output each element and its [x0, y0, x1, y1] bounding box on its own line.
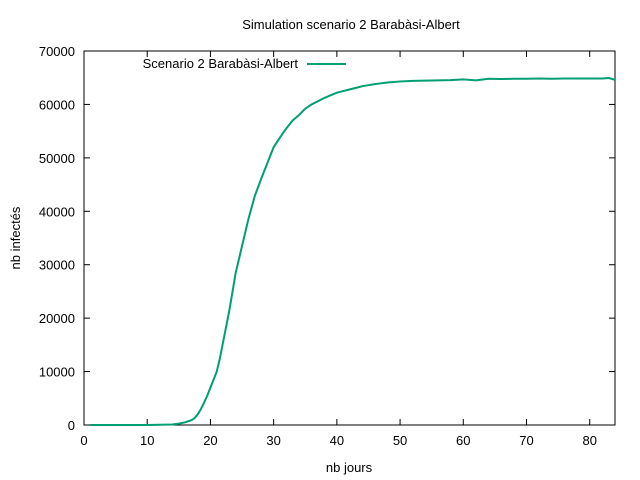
x-tick-label: 80 [582, 433, 596, 448]
legend: Scenario 2 Barabàsi-Albert [143, 56, 346, 71]
y-tick-label: 70000 [39, 44, 75, 59]
y-tick-label: 30000 [39, 258, 75, 273]
series-line [90, 76, 616, 426]
x-tick-label: 40 [330, 433, 344, 448]
x-tick-label: 30 [266, 433, 280, 448]
x-tick-label: 70 [519, 433, 533, 448]
x-axis: 0 10 20 30 40 50 60 70 80 [80, 51, 597, 448]
plot-frame [83, 50, 616, 426]
x-tick-label: 50 [393, 433, 407, 448]
y-tick-label: 60000 [39, 97, 75, 112]
x-tick-label: 10 [140, 433, 154, 448]
y-tick-label: 40000 [39, 204, 75, 219]
x-axis-label: nb jours [326, 460, 373, 475]
y-tick-label: 20000 [39, 311, 75, 326]
y-axis: 0 10000 20000 30000 40000 50000 60000 70000 [39, 44, 615, 433]
y-tick-label: 0 [68, 418, 75, 433]
y-axis-label: nb infectés [8, 206, 23, 269]
x-tick-label: 20 [203, 433, 217, 448]
chart-title: Simulation scenario 2 Barabàsi-Albert [242, 17, 460, 32]
x-tick-label: 0 [80, 433, 87, 448]
x-tick-label: 60 [456, 433, 470, 448]
y-tick-label: 50000 [39, 151, 75, 166]
series-layer [90, 76, 616, 426]
y-tick-label: 10000 [39, 365, 75, 380]
legend-label: Scenario 2 Barabàsi-Albert [143, 56, 299, 71]
